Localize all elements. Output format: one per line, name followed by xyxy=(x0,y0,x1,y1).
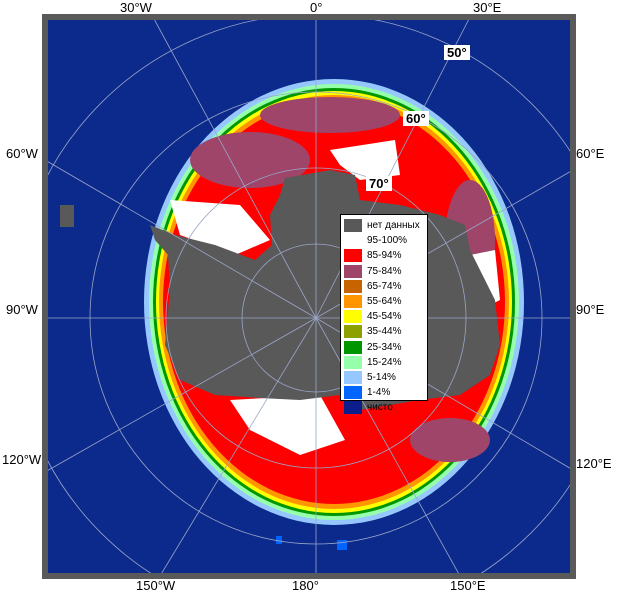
legend-label: 85-94% xyxy=(367,250,402,262)
ice-patch-95-100 xyxy=(170,200,270,255)
legend-label: 55-64% xyxy=(367,296,402,308)
legend-swatch xyxy=(344,401,362,415)
legend-swatch xyxy=(344,325,362,339)
lat-label-70: 70° xyxy=(366,176,392,191)
legend-label: 95-100% xyxy=(367,235,408,247)
legend-swatch xyxy=(344,310,362,324)
lon-label-120w: 120°W xyxy=(2,452,42,467)
lat-label-60: 60° xyxy=(403,111,429,126)
lon-label-30e: 30°E xyxy=(473,0,502,15)
lon-label-180: 180° xyxy=(292,578,319,593)
legend-item: 15-24% xyxy=(344,355,425,370)
legend-swatch xyxy=(344,249,362,263)
lon-label-30w: 30°W xyxy=(120,0,152,15)
legend-item: 1-4% xyxy=(344,385,425,400)
meridians xyxy=(45,17,573,576)
legend-swatch xyxy=(344,370,362,384)
legend-item: 75-84% xyxy=(344,264,425,279)
ice-patch-95-100 xyxy=(330,140,400,180)
legend-item: нет данных xyxy=(344,218,425,233)
legend-label: 65-74% xyxy=(367,280,402,292)
concentration-legend: нет данных 95-100% 85-94% 75-84% 65-74% 55-64… xyxy=(340,214,428,415)
legend-label: 5-14% xyxy=(367,371,396,383)
legend-item: 25-34% xyxy=(344,340,425,355)
legend-label: нет данных xyxy=(367,220,420,232)
lon-label-90e: 90°E xyxy=(576,302,605,317)
legend-label: 25-34% xyxy=(367,341,402,353)
legend-label: 1-4% xyxy=(367,387,391,399)
legend-item: 95-100% xyxy=(344,233,425,248)
legend-item: 55-64% xyxy=(344,294,425,309)
legend-item: 85-94% xyxy=(344,248,425,263)
ice-patch-75-84 xyxy=(190,132,310,188)
lon-label-150e: 150°E xyxy=(450,578,486,593)
open-water-1-4 xyxy=(276,536,282,544)
legend-swatch xyxy=(344,234,362,248)
island xyxy=(60,205,74,227)
lon-label-150w: 150°W xyxy=(136,578,176,593)
legend-swatch xyxy=(344,340,362,354)
lon-label-60e: 60°E xyxy=(576,146,605,161)
legend-swatch xyxy=(344,279,362,293)
ice-patch-75-84 xyxy=(260,97,400,133)
legend-label: 45-54% xyxy=(367,311,402,323)
legend-item: 45-54% xyxy=(344,309,425,324)
ice-patch-75-84 xyxy=(410,418,490,462)
legend-swatch xyxy=(344,295,362,309)
legend-item: 65-74% xyxy=(344,279,425,294)
lon-label-60w: 60°W xyxy=(6,146,38,161)
legend-label: 15-24% xyxy=(367,356,402,368)
open-water-1-4 xyxy=(337,540,347,550)
legend-label: 75-84% xyxy=(367,265,402,277)
legend-item: чисто xyxy=(344,400,425,415)
lon-label-90w: 90°W xyxy=(6,302,38,317)
legend-item: 35-44% xyxy=(344,324,425,339)
legend-swatch xyxy=(344,386,362,400)
legend-label: чисто xyxy=(367,402,393,414)
legend-swatch xyxy=(344,219,362,233)
lat-label-50: 50° xyxy=(444,45,470,60)
lon-label-120e: 120°E xyxy=(576,456,612,471)
legend-swatch xyxy=(344,355,362,369)
lon-label-0: 0° xyxy=(310,0,323,15)
legend-item: 5-14% xyxy=(344,370,425,385)
legend-swatch xyxy=(344,264,362,278)
legend-label: 35-44% xyxy=(367,326,402,338)
map-frame xyxy=(42,14,576,579)
